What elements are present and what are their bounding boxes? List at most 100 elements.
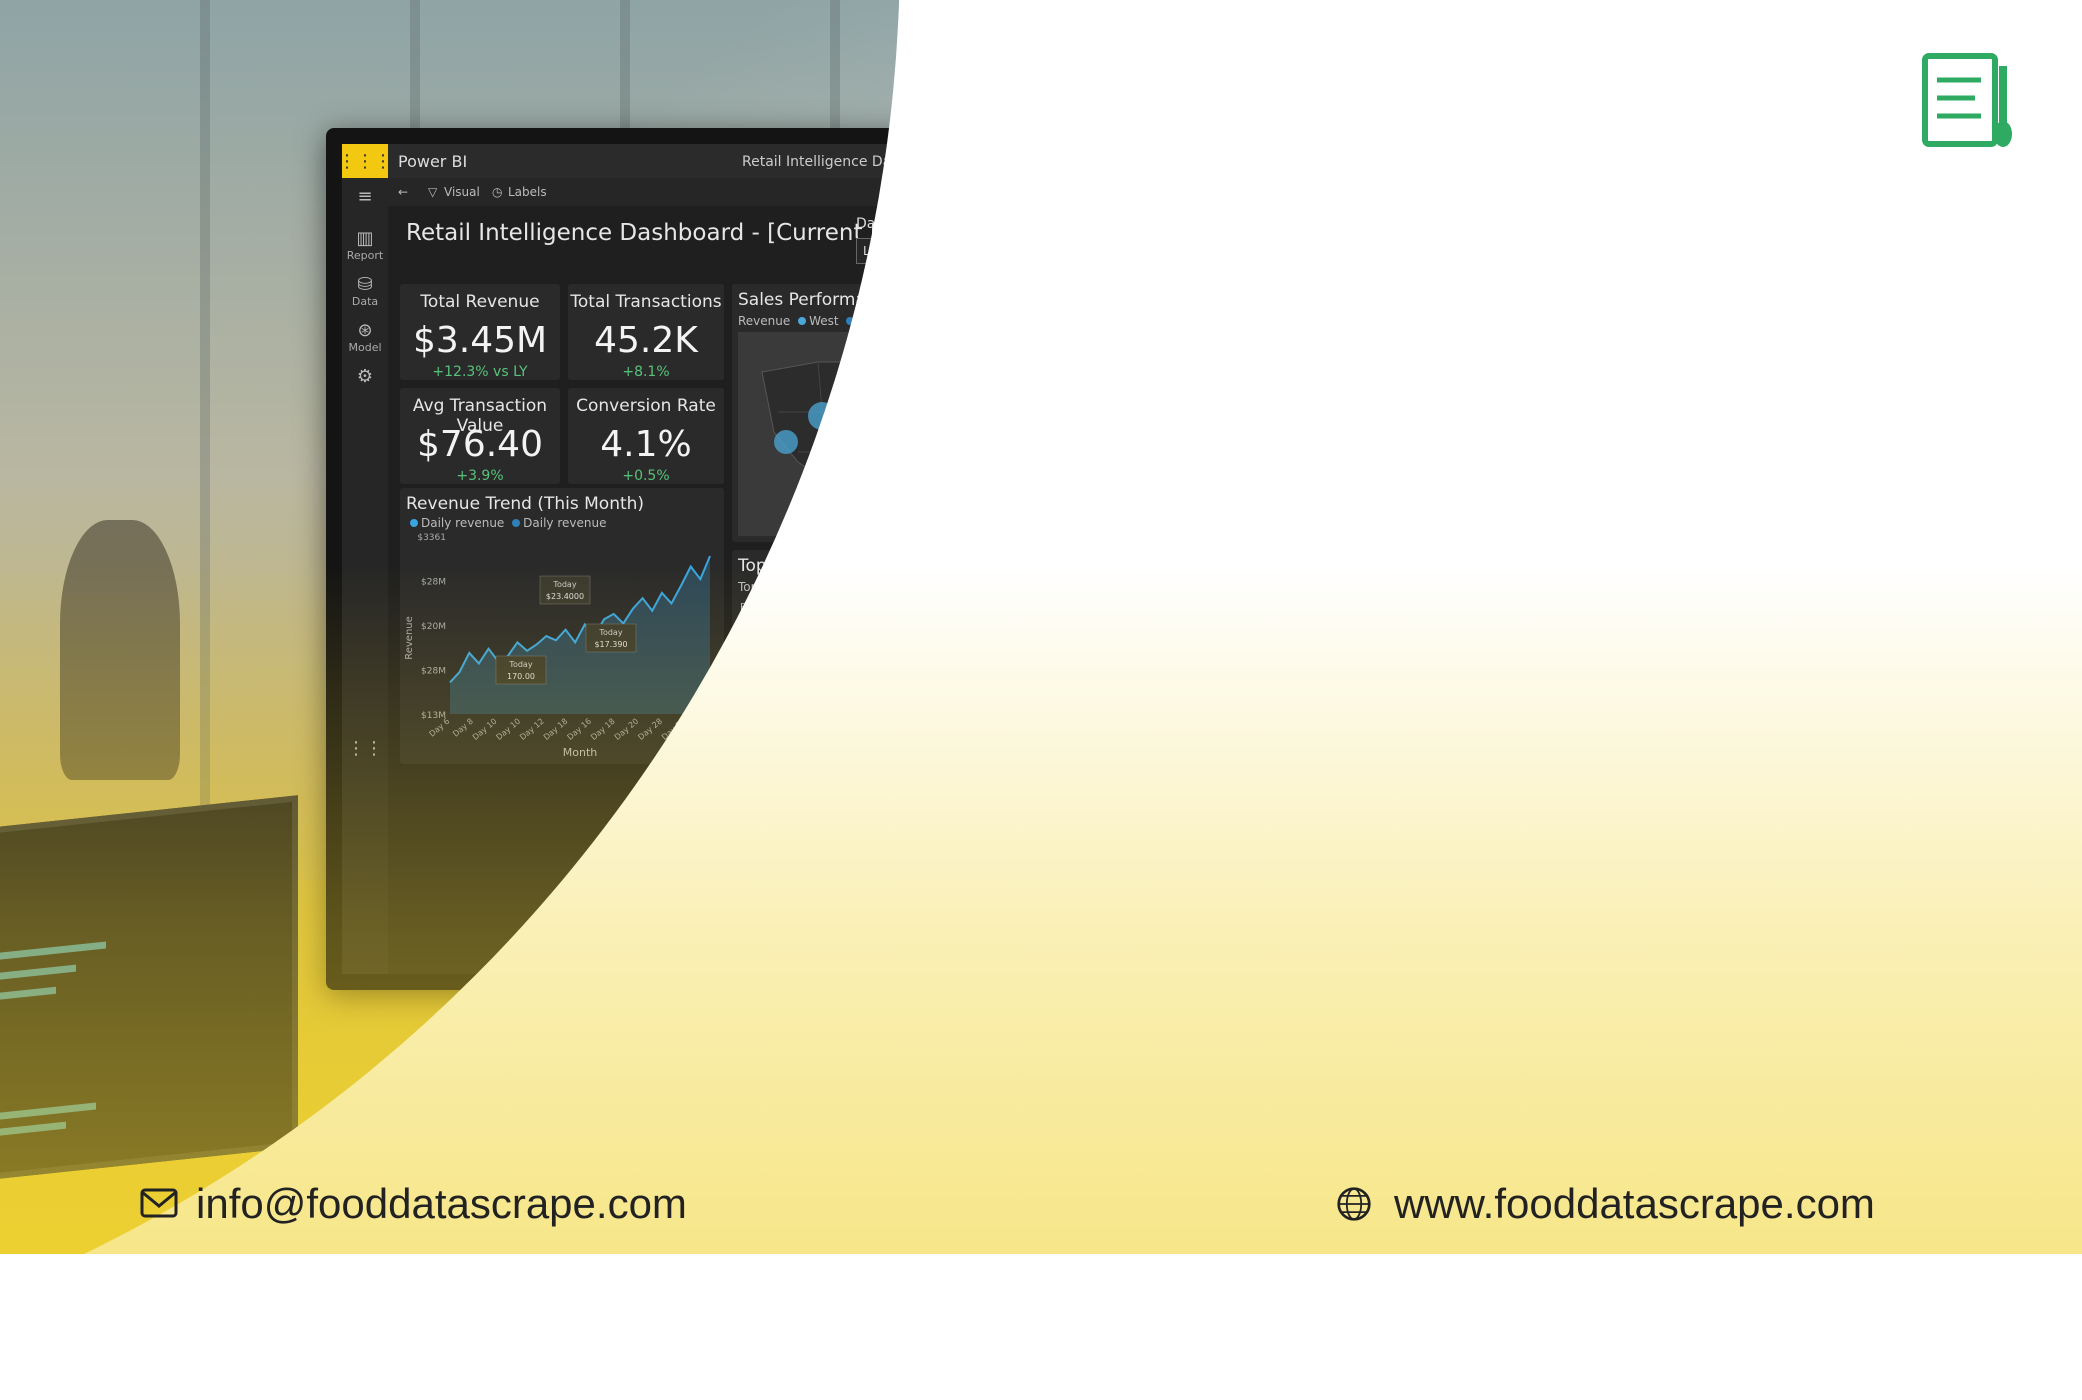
footer-website[interactable]: www.fooddatascrape.com xyxy=(1394,1180,1875,1227)
top-selling-products-panel[interactable]: Top Selling Products Top 10 Items by Kem… xyxy=(732,550,1112,764)
kpi-avg-transaction-value[interactable]: Avg Transaction Value $76.40 +3.9% xyxy=(400,388,560,484)
product-name: Product B xyxy=(740,714,788,725)
kpi-value: 4.1% xyxy=(600,424,692,465)
map-bubble-northeast[interactable] xyxy=(986,404,1006,424)
demographics-bar[interactable] xyxy=(1252,554,1264,578)
kpi-total-revenue[interactable]: Total Revenue $3.45M +12.3% vs LY xyxy=(400,284,560,380)
demographics-bar[interactable] xyxy=(1182,527,1194,578)
product-bar[interactable] xyxy=(794,616,994,627)
map-bubble-northeast[interactable] xyxy=(1057,383,1071,397)
filter-region[interactable]: Region All xyxy=(992,218,1144,266)
kpi-title: Total Revenue xyxy=(420,292,540,312)
map-bubble-south[interactable] xyxy=(898,468,918,488)
customer-demographics-panel[interactable]: Customer Demographics Age Groups Gender … xyxy=(1120,456,1386,614)
sidebar-item-data[interactable]: ⛁ Data xyxy=(342,274,388,308)
product-name: Product A xyxy=(740,602,788,613)
y-tick-label: $28M xyxy=(421,578,446,588)
demographics-bar[interactable] xyxy=(1238,552,1250,579)
sidebar-item-model[interactable]: ⊛ Model xyxy=(342,320,388,354)
company-logo xyxy=(1922,53,2012,147)
demographics-bar[interactable] xyxy=(1322,520,1334,578)
revenue-trend-panel[interactable]: Revenue Trend (This Month) Daily revenue… xyxy=(400,488,724,764)
refresh-icon[interactable]: ◌ xyxy=(1538,185,1549,199)
view-icon[interactable]: ⊞ xyxy=(1612,185,1623,199)
scrollbar xyxy=(1102,598,1106,724)
map-bubble-south[interactable] xyxy=(1016,426,1028,438)
kpi-total-transactions[interactable]: Total Transactions 45.2K +8.1% xyxy=(568,284,724,380)
map-bubble-midwest[interactable] xyxy=(927,365,941,379)
bookmark-icon[interactable]: ▢ xyxy=(1564,185,1576,199)
x-axis-label: Revenue xyxy=(900,748,944,759)
product-bar[interactable] xyxy=(794,600,1050,611)
notification-bell-icon[interactable]: 🔔︎ xyxy=(1560,152,1580,170)
demographics-bar[interactable] xyxy=(1350,567,1362,578)
back-arrow-icon[interactable]: ← xyxy=(398,185,409,199)
app-name: Power BI xyxy=(398,152,468,171)
inventory-status-panel[interactable]: Inventory Status In-Stock % 92% 0 100 Low St… xyxy=(1120,622,1386,764)
search-box[interactable]: Search xyxy=(1432,150,1542,172)
filter-category[interactable]: Category All xyxy=(1264,222,1384,270)
top-products-bar-chart[interactable]: Product A $345M Product B $224SM Product B $1… xyxy=(732,594,1112,764)
map-bubble-south[interactable] xyxy=(975,445,1001,471)
map-bubble-midwest[interactable] xyxy=(942,398,978,434)
demographics-bar[interactable] xyxy=(1196,533,1208,578)
map-bubble-west[interactable] xyxy=(808,402,836,430)
filter-select[interactable]: All xyxy=(992,237,1144,266)
demographics-bar[interactable] xyxy=(1280,561,1292,578)
sidebar-hamburger-icon[interactable]: ≡ xyxy=(357,186,373,207)
demographics-bar[interactable] xyxy=(1210,540,1222,578)
product-bar[interactable] xyxy=(794,712,876,723)
more-options-icon[interactable]: ... xyxy=(1582,152,1597,170)
filter-store[interactable]: Store All xyxy=(1128,220,1280,268)
donut-slice[interactable] xyxy=(1215,390,1280,420)
category-performance-panel[interactable]: Category Performance Apparel (35%) Electr… xyxy=(1120,286,1386,448)
footer-email[interactable]: info@fooddatascrape.com xyxy=(196,1180,687,1227)
labels-icon[interactable]: ◷ xyxy=(492,185,503,199)
product-name: Product A xyxy=(740,650,788,661)
avatar[interactable] xyxy=(1606,148,1634,176)
report-canvas: Retail Intelligence Dashboard - [Current… xyxy=(388,206,1744,974)
us-map[interactable]: Source: 9/9/8, Reenation (Rexoserse Regi… xyxy=(738,332,1106,536)
gauge-min: 0 xyxy=(1269,735,1274,744)
map-bubble-midwest[interactable] xyxy=(894,398,918,422)
visual-menu-button[interactable]: Visual xyxy=(444,185,480,199)
filter-icon[interactable]: ▽ xyxy=(428,185,438,199)
x-tick-label: Day 12 xyxy=(518,717,546,742)
map-bubble-west[interactable] xyxy=(774,430,798,454)
comment-icon[interactable]: ▢ xyxy=(1588,185,1600,199)
filter-select[interactable]: All xyxy=(1128,239,1280,268)
demographics-bar-chart[interactable]: 40% 20% 0% 20-44 30-34 65+ Gender xyxy=(1120,496,1386,614)
search-label: Search xyxy=(1450,154,1492,168)
product-value-label: $33,298 xyxy=(941,650,982,661)
kpi-conversion-rate[interactable]: Conversion Rate 4.1% +0.5% xyxy=(568,388,724,484)
filter-select[interactable]: All xyxy=(1264,241,1384,270)
demographics-bar[interactable] xyxy=(1336,550,1348,578)
settings-icon[interactable]: ⚙ xyxy=(356,366,374,387)
filter-date-range[interactable]: Date Range Last 30 Days xyxy=(856,216,1008,264)
demographics-bar[interactable] xyxy=(1266,549,1278,578)
filter-select[interactable]: Last 30 Days xyxy=(856,235,1008,264)
product-bar[interactable] xyxy=(794,648,935,659)
monitor-stand-neck xyxy=(1000,990,1088,1100)
y-tick-label: 20% xyxy=(1126,541,1146,551)
demographics-bar[interactable] xyxy=(1308,533,1320,578)
category-donut-chart[interactable]: Apparel (35%) Electronics (25%) Home (20%)… xyxy=(1120,312,1386,448)
sales-by-region-panel[interactable]: Sales Performance by Region Revenue West… xyxy=(732,284,1112,542)
kpi-value: $3.45M xyxy=(412,320,548,361)
power-bi-window: ⋮⋮⋮ Power BI Retail Intelligence Dashboa… xyxy=(342,144,1744,974)
toolbar-more-icon[interactable]: ⋯ xyxy=(1638,185,1650,199)
product-bar[interactable] xyxy=(794,680,902,691)
app-launcher-icon[interactable]: ⋮⋮⋮ xyxy=(342,144,392,178)
map-bubble-northeast[interactable] xyxy=(1022,390,1054,422)
product-bar[interactable] xyxy=(794,664,922,675)
product-bar[interactable] xyxy=(794,632,958,643)
y-tick-label: $28M xyxy=(421,667,446,677)
sidebar-item-report[interactable]: ▥ Report xyxy=(342,228,388,262)
product-bar[interactable] xyxy=(794,696,887,707)
labels-button[interactable]: Labels xyxy=(508,185,547,199)
demographics-bar[interactable] xyxy=(1168,547,1180,578)
apps-grid-icon[interactable]: ⋮⋮ xyxy=(347,738,383,759)
x-tick-label: 30-34 xyxy=(1249,584,1278,595)
